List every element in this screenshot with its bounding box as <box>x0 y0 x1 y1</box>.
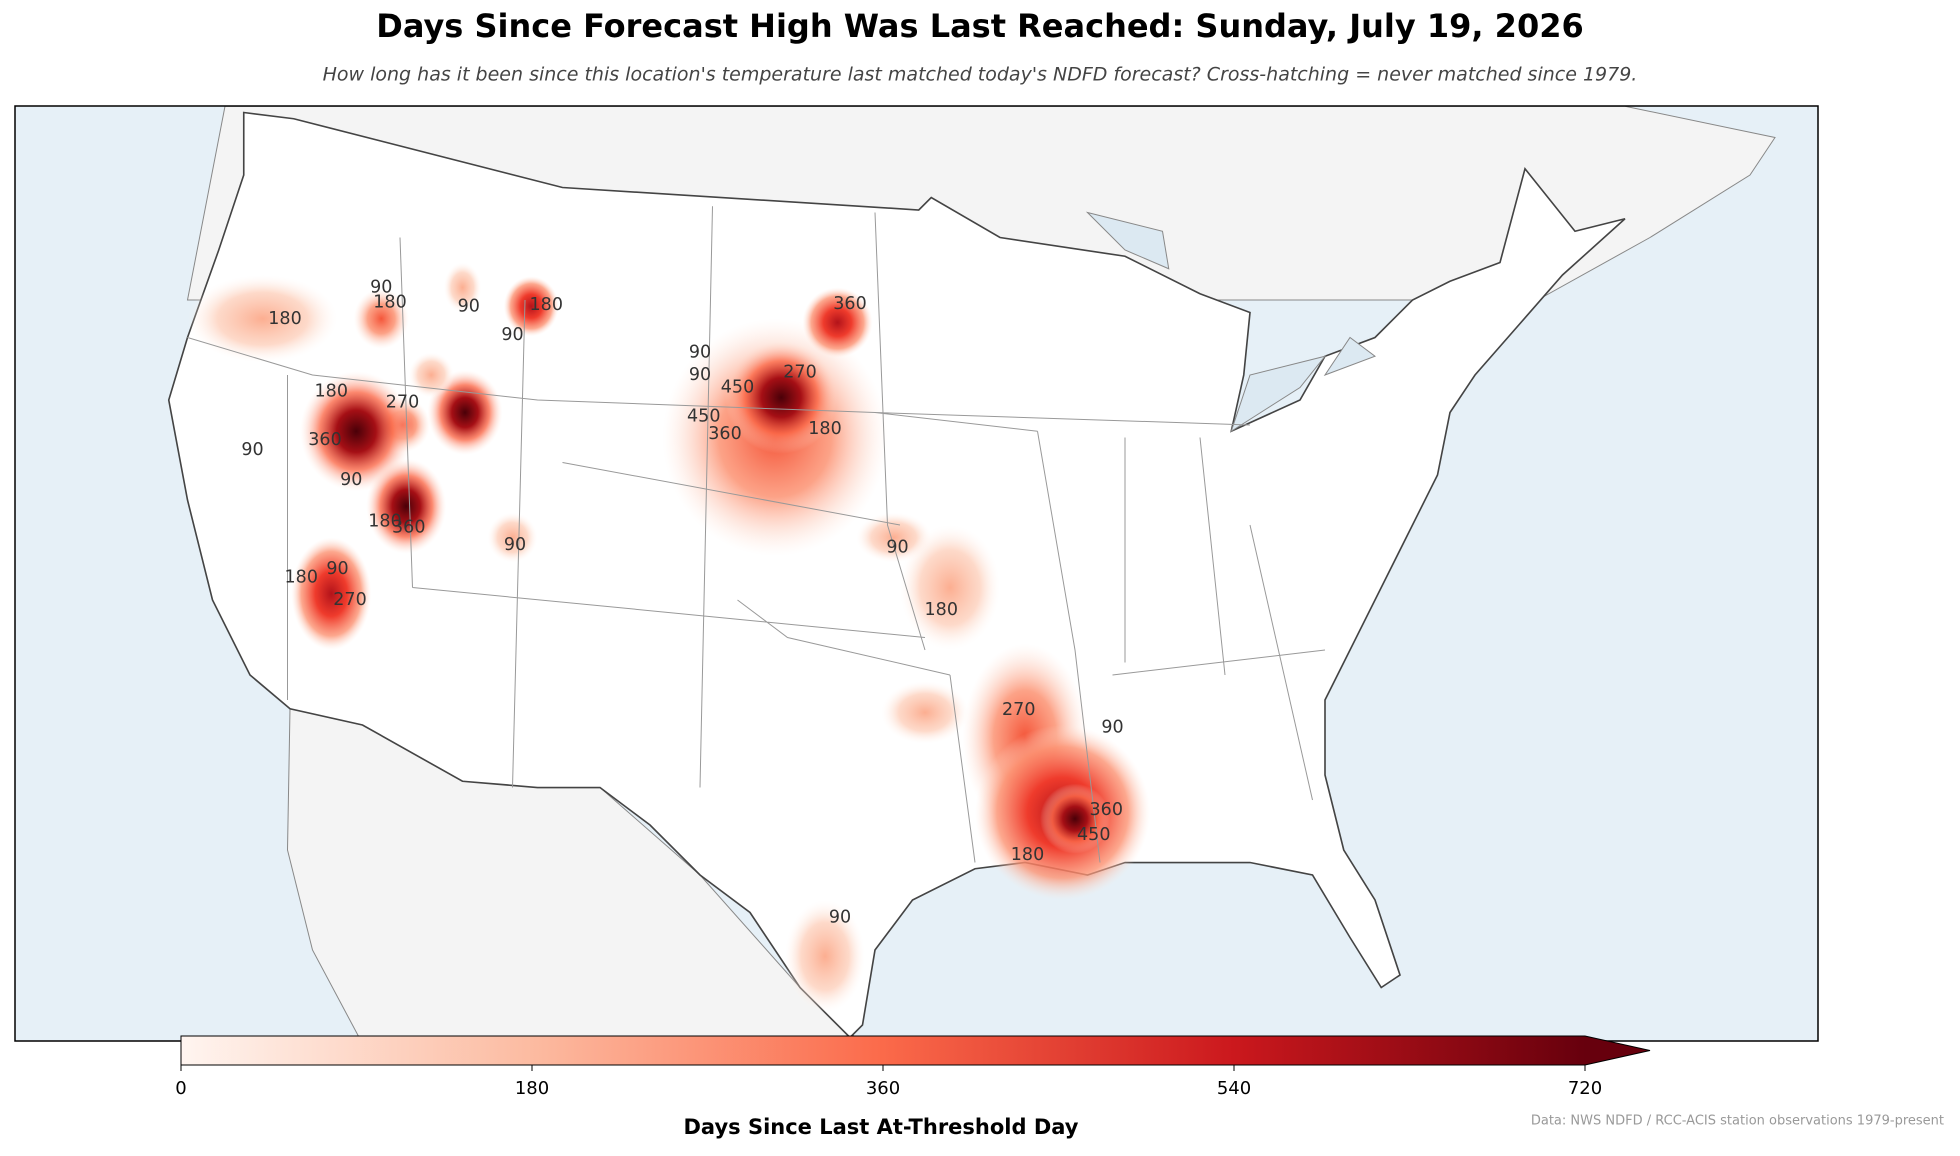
contour-label: 90 <box>241 440 263 460</box>
state-lines <box>187 206 1326 863</box>
heat-blob <box>725 341 838 454</box>
colorbar: 0 180 360 540 720 <box>175 1035 1651 1099</box>
heat-blob <box>443 262 482 313</box>
contour-label: 450 <box>1077 825 1110 845</box>
subtitle: How long has it been since this location… <box>323 64 1638 86</box>
contour-label: 180 <box>925 600 958 620</box>
heat-blob <box>802 287 873 358</box>
contour-label: 270 <box>386 393 419 413</box>
colorbar-tick-label: 540 <box>1217 1078 1251 1099</box>
contour-label: 180 <box>315 381 348 401</box>
contour-label: 360 <box>708 424 741 444</box>
contour-label: 90 <box>689 343 711 363</box>
contour-label: 180 <box>808 419 841 439</box>
heat-blob <box>503 276 559 337</box>
contour-label: 90 <box>340 470 362 490</box>
contour-label: 180 <box>285 568 318 588</box>
contour-label: 180 <box>530 295 563 315</box>
colorbar-tick-label: 720 <box>1568 1078 1602 1099</box>
heat-blob <box>300 371 413 492</box>
contour-label: 180 <box>268 309 301 329</box>
heat-blob <box>900 525 1000 650</box>
colorbar-extension <box>1585 1036 1650 1065</box>
heat-blob <box>785 900 865 1013</box>
contour-label: 90 <box>501 325 523 345</box>
colorbar-tick-label: 0 <box>175 1078 186 1099</box>
contour-label: 360 <box>833 294 866 314</box>
contour-label: 90 <box>326 559 348 579</box>
contour-label: 90 <box>1101 718 1123 738</box>
contour-label: 180 <box>1011 845 1044 865</box>
contour-label: 90 <box>370 278 392 298</box>
source-note: Data: NWS NDFD / RCC-ACIS station observ… <box>1531 1114 1944 1129</box>
heat-blob <box>408 352 454 398</box>
contour-label: 450 <box>687 406 720 426</box>
heat-blob <box>187 275 338 363</box>
colorbar-tick-label: 360 <box>866 1078 900 1099</box>
usa <box>167 111 1626 1039</box>
heat-blob <box>881 681 969 744</box>
heat-blob <box>291 537 372 650</box>
contour-label: 90 <box>886 538 908 558</box>
contour-label: 180 <box>373 293 406 313</box>
heat-blob <box>353 288 409 349</box>
contour-label: 180 <box>368 511 401 531</box>
contour-label: 90 <box>829 908 851 928</box>
heat-blob <box>366 458 447 554</box>
contour-label: 90 <box>458 296 480 316</box>
title: Days Since Forecast High Was Last Reache… <box>376 7 1583 45</box>
great-lakes <box>1085 211 1377 433</box>
colorbar-tick-label: 180 <box>515 1078 549 1099</box>
contour-label: 360 <box>392 518 425 538</box>
contour-label: 90 <box>689 365 711 385</box>
colorbar-fill <box>181 1036 1585 1065</box>
colorbar-outline <box>180 1035 1651 1066</box>
heat-field <box>187 262 1150 1013</box>
contour-label: 450 <box>721 378 754 398</box>
contour-label: 360 <box>1090 800 1123 820</box>
contour-label: 270 <box>1002 700 1035 720</box>
colorbar-label: Days Since Last At-Threshold Day <box>684 1115 1079 1139</box>
contour-label: 360 <box>308 430 341 450</box>
heat-blob <box>487 512 538 563</box>
contour-label: 270 <box>333 590 366 610</box>
contour-label: 270 <box>783 363 816 383</box>
contour-label: 90 <box>504 535 526 555</box>
